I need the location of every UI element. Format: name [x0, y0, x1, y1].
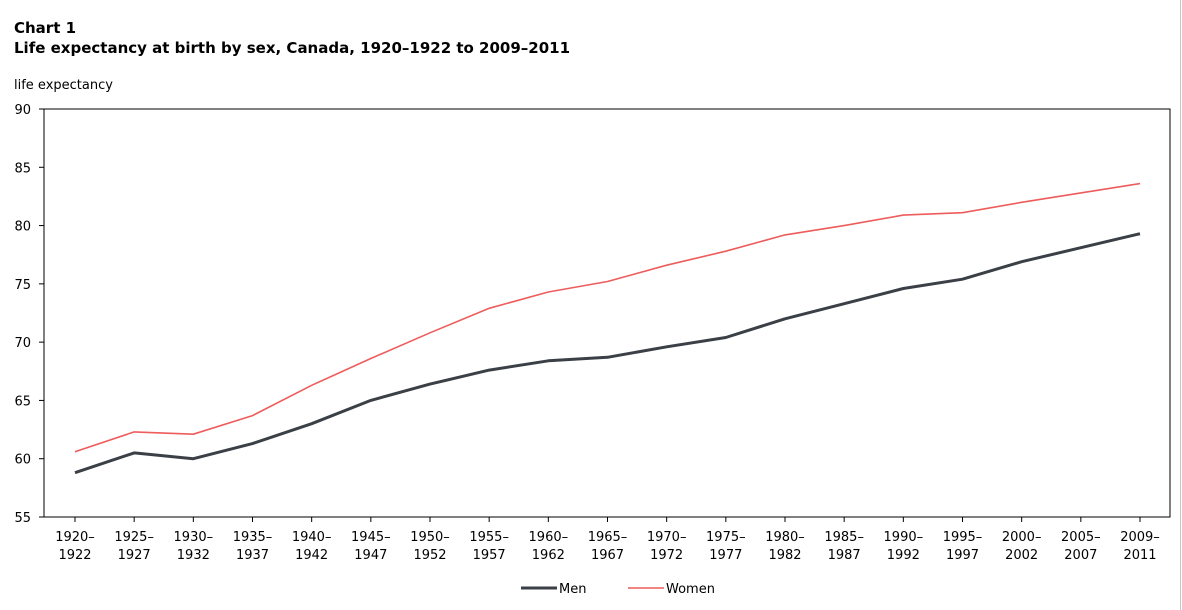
- x-tick-label: 1987: [828, 548, 861, 563]
- x-tick-label: 2009–: [1120, 530, 1160, 545]
- x-tick-label: 1940–: [292, 530, 332, 545]
- data-point-men: [252, 443, 254, 445]
- data-point-women: [1021, 201, 1023, 203]
- x-tick-label: 2002: [1005, 548, 1038, 563]
- y-axis-title: life expectancy: [14, 78, 113, 93]
- legend-label-women: Women: [666, 582, 715, 597]
- data-point-women: [133, 431, 135, 433]
- x-tick-label: 1957: [473, 548, 506, 563]
- chart-number: Chart 1: [14, 19, 77, 37]
- y-tick-label: 60: [14, 453, 31, 468]
- x-axis-ticks: 1920– 1922 1925– 1927 1930– 1932 1935– 1937 1940…: [55, 517, 1160, 563]
- x-tick-label: 1967: [591, 548, 624, 563]
- y-tick-label: 75: [14, 278, 31, 293]
- data-point-men: [1139, 233, 1141, 235]
- y-tick-label: 90: [14, 103, 31, 118]
- data-point-men: [133, 452, 135, 454]
- x-tick-label: 1932: [177, 548, 210, 563]
- x-tick-label: 1950–: [410, 530, 450, 545]
- x-tick-label: 1982: [768, 548, 801, 563]
- x-tick-label: 1945–: [351, 530, 391, 545]
- data-point-men: [962, 278, 964, 280]
- data-point-women: [725, 250, 727, 252]
- x-tick-label: 2011: [1123, 548, 1156, 563]
- data-point-women: [962, 212, 964, 214]
- data-point-women: [1080, 192, 1082, 194]
- data-point-men: [784, 318, 786, 320]
- x-tick-label: 1937: [236, 548, 269, 563]
- data-point-men: [311, 423, 313, 425]
- data-point-men: [547, 360, 549, 362]
- x-tick-label: 2007: [1064, 548, 1097, 563]
- data-point-men: [74, 472, 76, 474]
- y-tick-label: 70: [14, 336, 31, 351]
- x-tick-label: 1985–: [824, 530, 864, 545]
- x-tick-label: 1935–: [233, 530, 273, 545]
- x-tick-label: 1960–: [529, 530, 569, 545]
- data-point-women: [311, 384, 313, 386]
- x-tick-label: 1972: [650, 548, 683, 563]
- x-tick-label: 1942: [295, 548, 328, 563]
- data-point-women: [252, 415, 254, 417]
- data-point-women: [1139, 183, 1141, 185]
- data-point-men: [1021, 261, 1023, 263]
- y-tick-label: 55: [14, 511, 31, 526]
- data-point-women: [607, 281, 609, 283]
- data-point-men: [1080, 247, 1082, 249]
- x-tick-label: 2005–: [1061, 530, 1101, 545]
- data-point-women: [488, 307, 490, 309]
- x-tick-label: 1970–: [647, 530, 687, 545]
- data-point-men: [725, 336, 727, 338]
- x-tick-label: 1995–: [943, 530, 983, 545]
- legend-label-men: Men: [559, 582, 586, 597]
- chart-title: Life expectancy at birth by sex, Canada,…: [14, 39, 571, 57]
- data-point-men: [843, 303, 845, 305]
- x-tick-label: 1965–: [588, 530, 628, 545]
- series-lines: [74, 182, 1141, 475]
- x-tick-label: 1955–: [469, 530, 509, 545]
- legend: Men Women: [521, 582, 715, 597]
- x-tick-label: 1992: [887, 548, 920, 563]
- data-point-men: [607, 356, 609, 358]
- data-point-women: [902, 214, 904, 216]
- x-tick-label: 1975–: [706, 530, 746, 545]
- data-point-men: [902, 288, 904, 290]
- data-point-women: [666, 264, 668, 266]
- y-tick-label: 65: [14, 394, 31, 409]
- x-tick-label: 2000–: [1002, 530, 1042, 545]
- y-axis-ticks: 55 60 65 70 75 80 85 90: [14, 103, 44, 526]
- series-line-women: [74, 182, 1141, 453]
- data-point-men: [192, 458, 194, 460]
- data-point-women: [547, 291, 549, 293]
- x-tick-label: 1925–: [114, 530, 154, 545]
- y-tick-label: 80: [14, 220, 31, 235]
- data-point-men: [429, 383, 431, 385]
- plot-area-frame: [43, 108, 1171, 518]
- x-tick-label: 1920–: [55, 530, 95, 545]
- x-tick-label: 1990–: [884, 530, 924, 545]
- data-point-women: [192, 433, 194, 435]
- x-tick-label: 1962: [532, 548, 565, 563]
- x-tick-label: 1977: [709, 548, 742, 563]
- x-tick-label: 1927: [118, 548, 151, 563]
- frame-edge: [1180, 0, 1181, 610]
- x-tick-label: 1997: [946, 548, 979, 563]
- data-point-men: [488, 369, 490, 371]
- series-line-men: [74, 232, 1141, 475]
- data-point-women: [784, 234, 786, 236]
- x-tick-label: 1930–: [174, 530, 214, 545]
- data-point-men: [666, 346, 668, 348]
- data-point-men: [370, 399, 372, 401]
- x-tick-label: 1922: [58, 548, 91, 563]
- x-tick-label: 1980–: [765, 530, 805, 545]
- x-tick-label: 1947: [354, 548, 387, 563]
- x-tick-label: 1952: [413, 548, 446, 563]
- data-point-women: [843, 225, 845, 227]
- data-point-women: [429, 332, 431, 334]
- y-tick-label: 85: [14, 161, 31, 176]
- data-point-women: [370, 357, 372, 359]
- data-point-women: [74, 451, 76, 453]
